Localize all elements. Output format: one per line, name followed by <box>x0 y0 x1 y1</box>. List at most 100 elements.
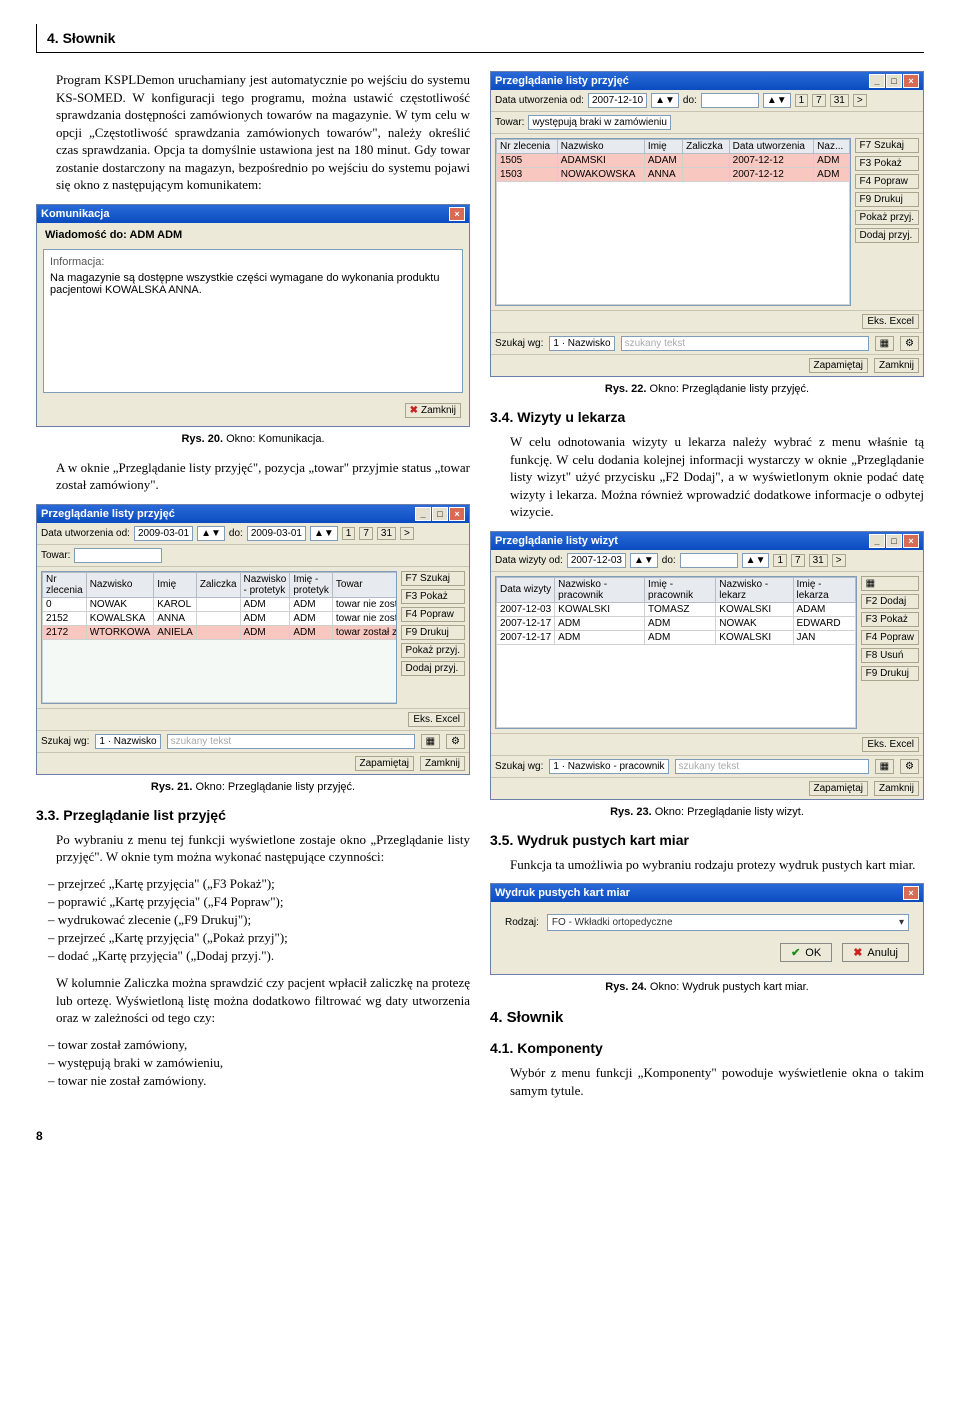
grid-23[interactable]: Data wizytyNazwisko - pracownikImię - pr… <box>496 577 856 728</box>
f4-popraw-button[interactable]: F4 Popraw <box>401 607 465 622</box>
dodaj-przyj-button[interactable]: Dodaj przyj. <box>855 228 919 243</box>
table-row: 2172WTORKOWAANIELAADMADMtowar został zam… <box>43 625 397 639</box>
nav-button[interactable]: > <box>400 527 414 540</box>
rodzaj-combo[interactable]: FO - Wkładki ortopedyczne▾ <box>547 914 909 931</box>
close-button[interactable]: ✖Zamknij <box>405 403 461 418</box>
info-label: Informacja: <box>50 256 456 268</box>
szukaj-combo[interactable]: 1 · Nazwisko - pracownik <box>549 759 668 774</box>
eks-excel-button[interactable]: Eks. Excel <box>862 737 919 752</box>
date-from[interactable]: 2007-12-10 <box>588 93 647 108</box>
f3-pokaz-button[interactable]: F3 Pokaż <box>401 589 465 604</box>
extra-button[interactable]: ⚙ <box>446 734 465 749</box>
nav-button[interactable]: 7 <box>791 554 805 567</box>
date-from[interactable]: 2009-03-01 <box>134 526 193 541</box>
search-input[interactable]: szukany tekst <box>167 734 415 749</box>
szukaj-combo[interactable]: 1 · Nazwisko <box>549 336 614 351</box>
search-input[interactable]: szukany tekst <box>675 759 869 774</box>
spinner[interactable]: ▲▼ <box>310 526 338 541</box>
spinner[interactable]: ▲▼ <box>742 553 770 568</box>
spinner[interactable]: ▲▼ <box>197 526 225 541</box>
heading-34: 3.4. Wizyty u lekarza <box>490 409 924 425</box>
date-from-label: Data utworzenia od: <box>495 95 584 106</box>
window-title: Przeglądanie listy przyjęć <box>41 508 175 520</box>
date-to[interactable] <box>701 93 759 108</box>
close-icon[interactable]: × <box>449 507 465 521</box>
max-icon[interactable]: □ <box>432 507 448 521</box>
eks-excel-button[interactable]: Eks. Excel <box>862 314 919 329</box>
ok-button[interactable]: ✔OK <box>780 943 832 962</box>
zamknij-button[interactable]: Zamknij <box>874 781 919 796</box>
nav-button[interactable]: 7 <box>359 527 373 540</box>
extra-button[interactable]: ▦ <box>875 336 894 351</box>
search-input[interactable]: szukany tekst <box>621 336 869 351</box>
window-przyjec-22: Przeglądanie listy przyjęć _□× Data utwo… <box>490 71 924 377</box>
extra-button[interactable]: ▦ <box>421 734 440 749</box>
close-icon[interactable]: × <box>449 207 465 221</box>
list-1: przejrzeć „Kartę przyjęcia" („F3 Pokaż")… <box>36 876 470 964</box>
szukaj-label: Szukaj wg: <box>495 338 543 349</box>
min-icon[interactable]: _ <box>415 507 431 521</box>
pokaz-przyj-button[interactable]: Pokaż przyj. <box>855 210 919 225</box>
f9-drukuj-button[interactable]: F9 Drukuj <box>401 625 465 640</box>
close-icon[interactable]: × <box>903 886 919 900</box>
f7-szukaj-button[interactable]: F7 Szukaj <box>855 138 919 153</box>
pokaz-przyj-button[interactable]: Pokaż przyj. <box>401 643 465 658</box>
date-to-label: do: <box>662 555 676 566</box>
towar-field[interactable]: występują braki w zamówieniu <box>528 115 671 130</box>
table-row: 2007-12-17ADMADMKOWALSKIJAN <box>497 630 856 644</box>
list-item: poprawić „Kartę przyjęcia" („F4 Popraw")… <box>48 894 470 910</box>
zamknij-button[interactable]: Zamknij <box>874 358 919 373</box>
f9-drukuj-button[interactable]: F9 Drukuj <box>861 666 919 681</box>
szukaj-combo[interactable]: 1 · Nazwisko <box>95 734 160 749</box>
extra-button[interactable]: ⚙ <box>900 336 919 351</box>
eks-excel-button[interactable]: Eks. Excel <box>408 712 465 727</box>
spinner[interactable]: ▲▼ <box>651 93 679 108</box>
dodaj-przyj-button[interactable]: Dodaj przyj. <box>401 661 465 676</box>
anuluj-button[interactable]: ✖Anuluj <box>842 943 909 962</box>
nav-button[interactable]: 1 <box>773 554 787 567</box>
window-title: Przeglądanie listy przyjęć <box>495 75 629 87</box>
f3-pokaz-button[interactable]: F3 Pokaż <box>855 156 919 171</box>
nav-button[interactable]: 31 <box>830 94 849 107</box>
max-icon[interactable]: □ <box>886 534 902 548</box>
nav-button[interactable]: > <box>853 94 867 107</box>
towar-field[interactable] <box>74 548 162 563</box>
extra-button[interactable]: ⚙ <box>900 759 919 774</box>
date-from[interactable]: 2007-12-03 <box>567 553 626 568</box>
f3-pokaz-button[interactable]: F3 Pokaż <box>861 612 919 627</box>
extra-button[interactable]: ▦ <box>861 576 919 591</box>
zamknij-button[interactable]: Zamknij <box>420 756 465 771</box>
min-icon[interactable]: _ <box>869 74 885 88</box>
min-icon[interactable]: _ <box>869 534 885 548</box>
date-to[interactable]: 2009-03-01 <box>247 526 306 541</box>
f4-popraw-button[interactable]: F4 Popraw <box>861 630 919 645</box>
f8-usun-button[interactable]: F8 Usuń <box>861 648 919 663</box>
table-row: 2152KOWALSKAANNAADMADMtowar nie został z… <box>43 611 397 625</box>
extra-button[interactable]: ▦ <box>875 759 894 774</box>
table-row: 0NOWAKKAROLADMADMtowar nie został zamówi… <box>43 597 397 611</box>
caption-22: Rys. 22. Okno: Przeglądanie listy przyję… <box>490 383 924 395</box>
close-icon[interactable]: × <box>903 74 919 88</box>
grid-21[interactable]: Nr zleceniaNazwiskoImię ZaliczkaNazwisko… <box>42 572 397 703</box>
f4-popraw-button[interactable]: F4 Popraw <box>855 174 919 189</box>
f2-dodaj-button[interactable]: F2 Dodaj <box>861 594 919 609</box>
window-wizyt-23: Przeglądanie listy wizyt _□× Data wizyty… <box>490 531 924 800</box>
zapamietaj-button[interactable]: Zapamiętaj <box>355 756 414 771</box>
spinner[interactable]: ▲▼ <box>763 93 791 108</box>
close-icon[interactable]: × <box>903 534 919 548</box>
nav-button[interactable]: > <box>832 554 846 567</box>
f9-drukuj-button[interactable]: F9 Drukuj <box>855 192 919 207</box>
nav-button[interactable]: 1 <box>795 94 809 107</box>
nav-button[interactable]: 31 <box>809 554 828 567</box>
max-icon[interactable]: □ <box>886 74 902 88</box>
nav-button[interactable]: 31 <box>377 527 396 540</box>
date-to[interactable] <box>680 553 738 568</box>
caption-24: Rys. 24. Okno: Wydruk pustych kart miar. <box>490 981 924 993</box>
nav-button[interactable]: 7 <box>812 94 826 107</box>
spinner[interactable]: ▲▼ <box>630 553 658 568</box>
nav-button[interactable]: 1 <box>342 527 356 540</box>
grid-22[interactable]: Nr zleceniaNazwiskoImię ZaliczkaData utw… <box>496 139 850 305</box>
zapamietaj-button[interactable]: Zapamiętaj <box>809 358 868 373</box>
f7-szukaj-button[interactable]: F7 Szukaj <box>401 571 465 586</box>
zapamietaj-button[interactable]: Zapamiętaj <box>809 781 868 796</box>
